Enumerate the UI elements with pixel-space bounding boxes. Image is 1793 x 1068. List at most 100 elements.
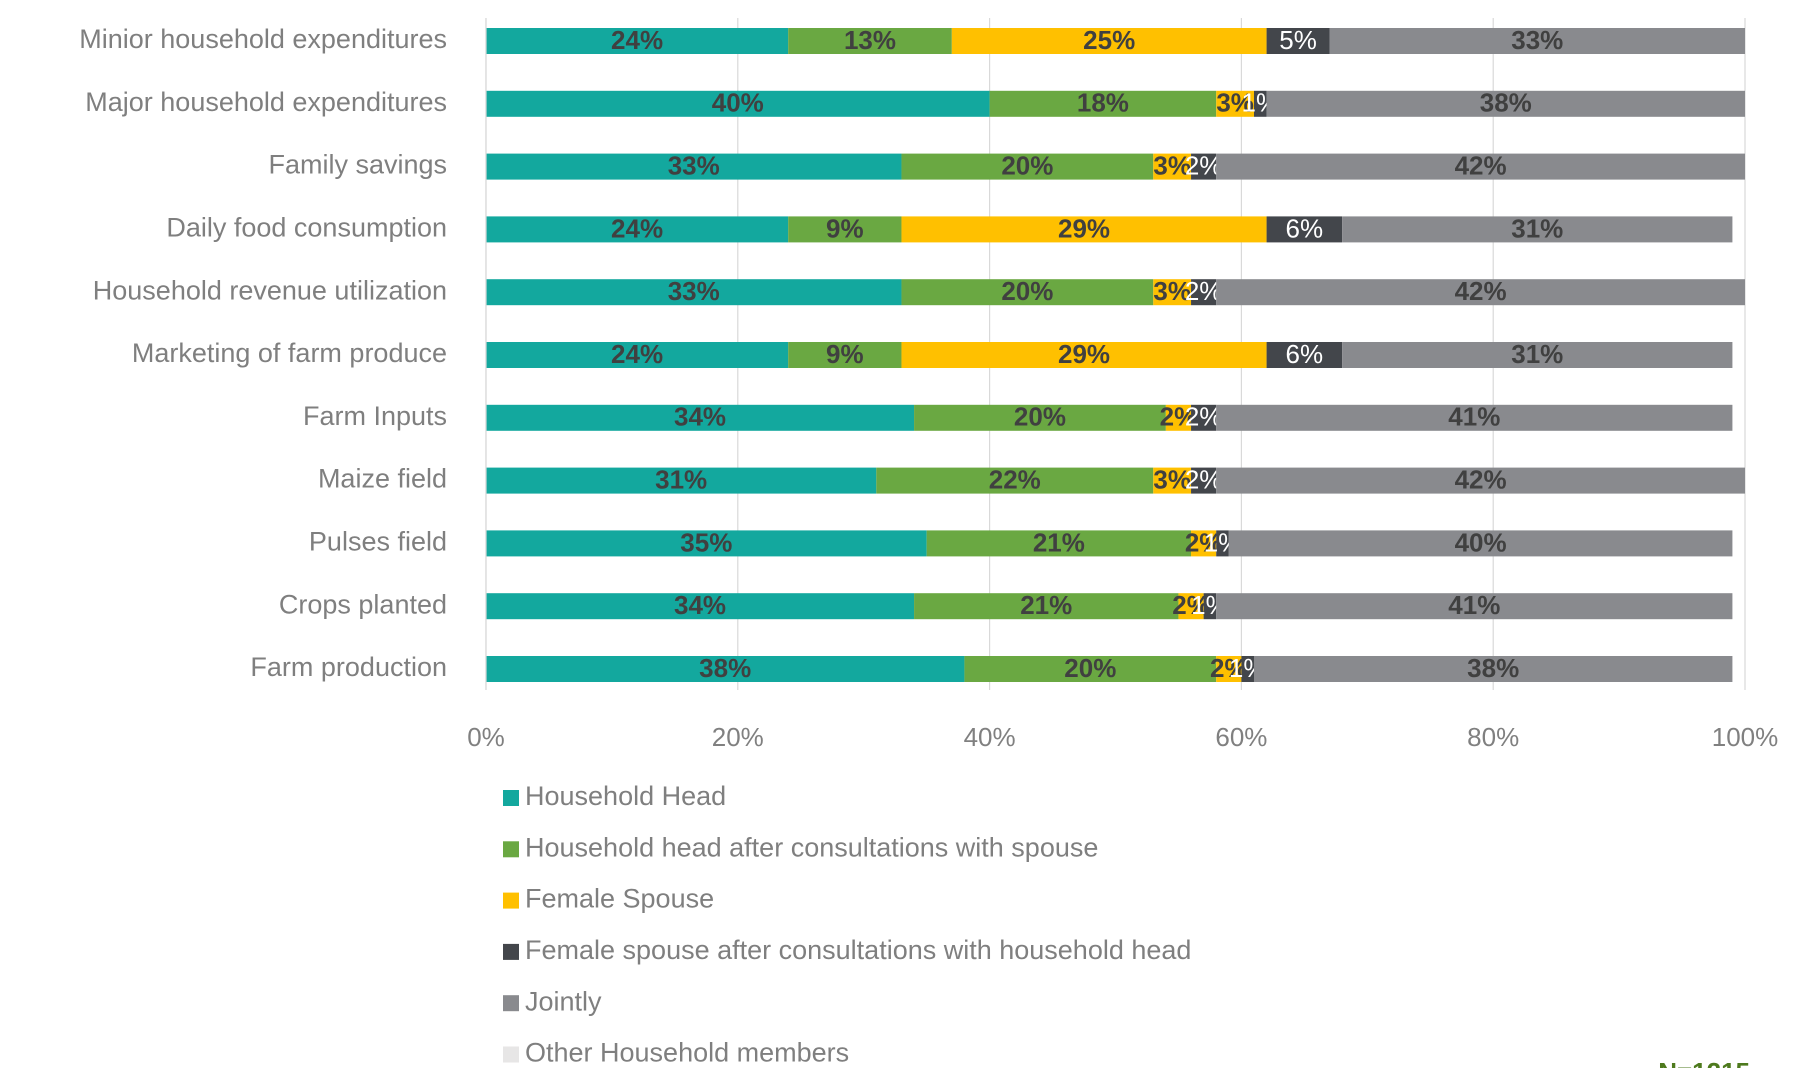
data-label: 3% xyxy=(1153,464,1191,494)
data-label: 33% xyxy=(1511,25,1563,55)
data-label: 41% xyxy=(1448,402,1500,432)
legend-label: Other Household members xyxy=(525,1038,849,1068)
bar-segment xyxy=(1266,216,1343,243)
bar-segment xyxy=(1153,467,1192,494)
bar-segment xyxy=(901,279,1154,306)
bar-segment xyxy=(1266,28,1330,54)
category-label: Crops planted xyxy=(279,589,447,619)
data-label: 31% xyxy=(655,464,707,494)
bar-segment xyxy=(486,216,789,243)
bar-segment xyxy=(1216,153,1745,180)
bar-segment xyxy=(486,90,990,117)
bar-segment xyxy=(964,656,1217,682)
legend-swatch xyxy=(503,841,519,858)
legend-swatch xyxy=(503,892,519,909)
bar-segment xyxy=(788,216,902,243)
x-tick-label: 0% xyxy=(467,722,505,752)
category-label: Pulses field xyxy=(309,527,447,557)
bar-segment xyxy=(1216,530,1229,557)
category-label: Minior household expenditures xyxy=(79,24,447,54)
data-label: 33% xyxy=(668,150,720,180)
bar-segment xyxy=(1203,593,1217,620)
category-label: Farm Inputs xyxy=(303,401,447,431)
data-label: 2% xyxy=(1185,402,1223,432)
data-label: 3% xyxy=(1216,88,1254,118)
bar-segment xyxy=(1342,216,1733,243)
data-label: 20% xyxy=(1001,150,1053,180)
bar-segment xyxy=(486,404,915,431)
bar-segment xyxy=(1191,404,1217,431)
data-label: 20% xyxy=(1064,653,1116,683)
data-label: 3% xyxy=(1153,276,1191,306)
data-label: 2% xyxy=(1185,527,1223,557)
bar-segment xyxy=(914,404,1166,431)
data-label: 2% xyxy=(1160,402,1198,432)
bar-segment xyxy=(486,279,902,306)
category-label: Family savings xyxy=(268,150,447,180)
data-label: 5% xyxy=(1279,25,1317,55)
data-label: 38% xyxy=(1467,653,1519,683)
legend-swatch xyxy=(503,943,519,960)
bar-segment xyxy=(989,90,1217,117)
legend-swatch xyxy=(503,995,519,1012)
data-label: 34% xyxy=(674,590,726,620)
legend-label: Household head after consultations with … xyxy=(525,832,1098,862)
data-label: 21% xyxy=(1020,590,1072,620)
bar-segment xyxy=(1216,593,1733,620)
x-tick-label: 40% xyxy=(964,722,1016,752)
data-label: 20% xyxy=(1001,276,1053,306)
bar-segment xyxy=(901,216,1267,243)
bar-segment xyxy=(1228,530,1733,557)
bar-segment xyxy=(1216,467,1745,494)
data-label: 2% xyxy=(1172,590,1210,620)
bar-segment xyxy=(1216,279,1745,306)
data-label: 29% xyxy=(1058,339,1110,369)
data-label: 25% xyxy=(1083,25,1135,55)
legend-label: Female Spouse xyxy=(525,884,714,914)
category-label: Daily food consumption xyxy=(166,213,447,243)
data-label: 21% xyxy=(1033,527,1085,557)
legend-swatch xyxy=(503,790,519,806)
bar-segment xyxy=(486,593,915,620)
bar-segment xyxy=(901,153,1154,180)
data-label: 24% xyxy=(611,339,663,369)
data-label: 31% xyxy=(1511,213,1563,243)
data-label: 42% xyxy=(1455,276,1507,306)
data-label: 9% xyxy=(826,213,864,243)
data-label: 24% xyxy=(611,213,663,243)
data-label: 3% xyxy=(1153,150,1191,180)
bar-segment xyxy=(1216,90,1254,117)
data-label: 35% xyxy=(680,527,732,557)
data-label: 42% xyxy=(1455,150,1507,180)
data-label: 6% xyxy=(1286,213,1324,243)
data-label: 18% xyxy=(1077,88,1129,118)
bar-segment xyxy=(1342,342,1733,368)
bar-segment xyxy=(926,530,1192,557)
bar-segment xyxy=(486,28,789,54)
data-label: 42% xyxy=(1455,464,1507,494)
bar-segment xyxy=(914,593,1179,620)
bar-segment xyxy=(1153,153,1192,180)
data-label: 20% xyxy=(1014,402,1066,432)
data-label: 29% xyxy=(1058,213,1110,243)
data-label: 13% xyxy=(844,25,896,55)
category-label: Farm production xyxy=(250,652,447,682)
data-label: 22% xyxy=(989,464,1041,494)
bar-segment xyxy=(1241,656,1254,682)
x-tick-label: 20% xyxy=(712,722,764,752)
bar-segment xyxy=(486,467,877,494)
bar-segment xyxy=(486,656,965,682)
bar-segment xyxy=(486,530,927,557)
bar-segment xyxy=(1266,342,1343,368)
legend-swatch xyxy=(503,1046,519,1063)
x-tick-label: 100% xyxy=(1712,722,1779,752)
data-label: 40% xyxy=(1455,527,1507,557)
data-label: 31% xyxy=(1511,339,1563,369)
x-tick-label: 60% xyxy=(1215,722,1267,752)
bar-segment xyxy=(1216,404,1733,431)
legend-label: Female spouse after consultations with h… xyxy=(525,935,1191,965)
bar-segment xyxy=(876,467,1154,494)
data-label: 38% xyxy=(1480,88,1532,118)
bar-segment xyxy=(1191,530,1217,557)
bar-segment xyxy=(1216,656,1242,682)
